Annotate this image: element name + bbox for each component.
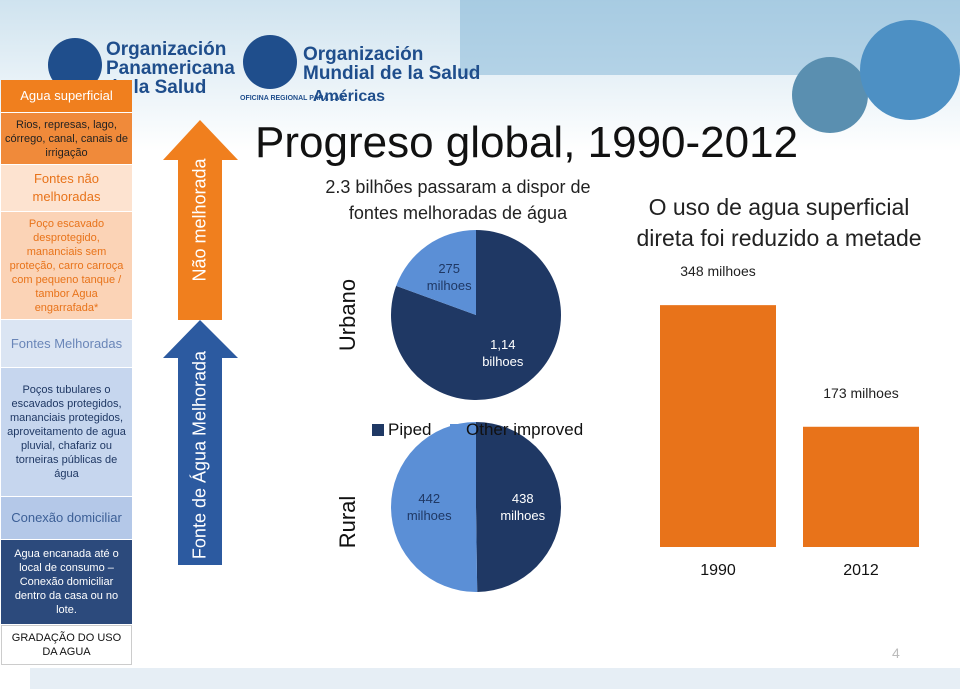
bar [803,426,919,547]
sidebar-box: Poços tubulares o escavados protegidos, … [1,368,132,497]
sidebar-box: Rios, represas, lago, córrego, canal, ca… [1,113,132,165]
who-office: OFICINA REGIONAL PARA LAS [240,95,345,102]
pie-title: 2.3 bilhões passaram a dispor de fontes … [325,177,591,223]
series-label: Urbano [335,278,360,352]
legend-swatch [372,424,384,436]
data-label: 438 milhoes [500,490,546,523]
legend-label: Piped [388,420,432,439]
pie-slice [390,422,478,592]
photo-hands [860,20,960,120]
who-emblem [243,35,297,89]
bar-title: O uso de agua superficial direta foi red… [636,194,922,251]
legend-swatch [450,424,462,436]
page-number: 4 [892,645,900,661]
arrow-label: Fonte de Água Melhorada [189,350,210,560]
logo-line: Panamericana [106,58,235,79]
pie-slice [476,422,561,592]
who-logo: Organización Mundial de la Salud [303,45,480,83]
data-label: 173 milhoes [823,384,899,401]
photo-circle [792,57,868,133]
arrow-improved [163,320,238,565]
data-label: 1,14 bilhoes [482,337,524,370]
x-tick-label: 1990 [700,562,736,579]
bar [660,305,776,547]
series-label: Rural [335,495,360,549]
logo-line: Organización [303,44,424,65]
slide-title: Progreso global, 1990-2012 [255,118,799,167]
data-label: 275 milhoes [426,260,472,293]
arrow-unimproved [163,120,238,320]
data-label: 348 milhoes [680,263,756,280]
sidebar-box: Conexão domiciliar [1,497,132,540]
sidebar-box: Poço escavado desprotegido, mananciais s… [1,212,132,320]
footer-band [30,668,960,689]
pie-slice [396,230,476,315]
pie-slice [391,230,562,401]
data-label: 442 milhoes [406,491,452,524]
logo-line: Organización [106,39,227,60]
sidebar-box: Agua encanada até o local de consumo – C… [1,540,132,625]
arrow-label: Não melhorada [189,158,210,282]
sidebar-box: Agua superficial [1,80,132,113]
x-tick-label: 2012 [843,562,879,579]
paho-emblem [48,38,102,92]
logo-line: Mundial de la Salud [303,63,481,84]
sidebar-box: Fontes Melhoradas [1,320,132,368]
who-region: Américas [313,88,386,105]
legend-label: Other improved [466,420,584,439]
sidebar-box: GRADAÇÃO DO USO DA AGUA [1,625,132,665]
sidebar-box: Fontes não melhoradas [1,165,132,212]
